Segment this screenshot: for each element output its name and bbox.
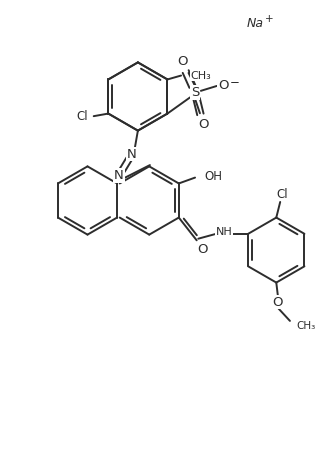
Text: Cl: Cl bbox=[276, 188, 288, 201]
Text: NH: NH bbox=[216, 227, 233, 237]
Text: −: − bbox=[230, 76, 240, 88]
Text: O: O bbox=[273, 295, 283, 308]
Text: S: S bbox=[191, 86, 199, 99]
Text: Cl: Cl bbox=[77, 110, 88, 123]
Text: Na: Na bbox=[246, 17, 263, 30]
Text: O: O bbox=[177, 55, 187, 68]
Text: O: O bbox=[198, 118, 208, 131]
Text: N: N bbox=[114, 169, 124, 182]
Text: O: O bbox=[218, 79, 229, 92]
Text: CH₃: CH₃ bbox=[191, 71, 211, 81]
Text: O: O bbox=[197, 243, 208, 256]
Text: +: + bbox=[265, 14, 274, 24]
Text: CH₃: CH₃ bbox=[296, 322, 316, 332]
Text: OH: OH bbox=[204, 170, 222, 183]
Text: N: N bbox=[127, 148, 137, 160]
